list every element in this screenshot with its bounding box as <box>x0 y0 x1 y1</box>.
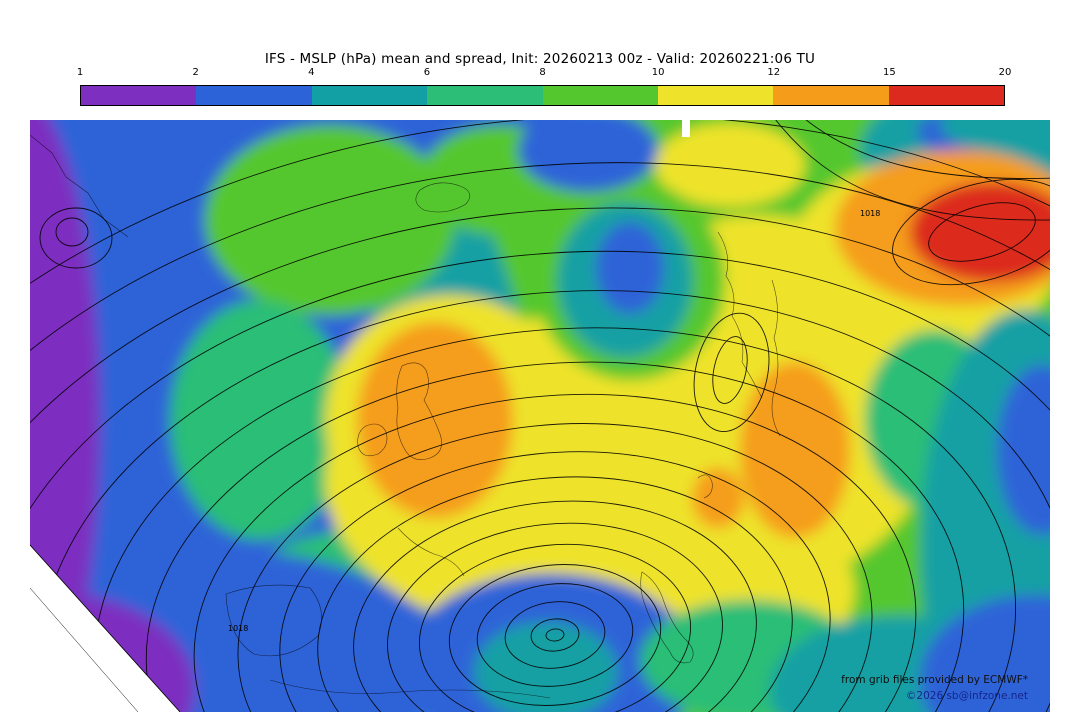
colorbar-tick-label: 12 <box>767 67 781 78</box>
spread-fill-region <box>30 120 75 304</box>
isobar-contour <box>30 250 1050 712</box>
colorbar-tick-label: 10 <box>651 67 665 78</box>
colorbar-tick-label: 15 <box>883 67 896 78</box>
spread-fill-region <box>357 322 513 518</box>
spread-fill-region <box>205 125 455 315</box>
isobar-contour <box>30 162 1050 712</box>
map-canvas: 1018 1018 <box>30 120 1050 712</box>
isobar-contour <box>448 564 662 706</box>
isobar-contour <box>805 120 1050 179</box>
coastline <box>415 182 471 213</box>
isobar-contour <box>55 217 89 247</box>
isobar-contour <box>418 543 692 712</box>
colorbar <box>80 85 1005 106</box>
isobar-contour <box>892 178 1050 286</box>
isobar-contour <box>545 628 565 642</box>
colorbar-tick-label: 1 <box>76 67 84 78</box>
isobar-contour <box>775 120 1050 221</box>
spread-fill-region <box>740 362 850 538</box>
isobar-contour <box>317 476 793 712</box>
isobar-contour <box>30 207 1050 712</box>
isobar-value-label: 1018 <box>228 624 248 633</box>
isobar-value-label: 1018 <box>860 209 880 218</box>
spread-fill-region <box>692 468 744 528</box>
isobar-contour <box>928 202 1036 262</box>
isobar-contour <box>279 451 831 712</box>
colorbar-ticks: 1 2 4 6 8 10 12 15 20 <box>76 67 1012 81</box>
isobar-contour <box>476 583 634 687</box>
colorbar-tick-label: 20 <box>998 67 1012 78</box>
coastline <box>396 362 442 460</box>
colorbar-segment-orange <box>773 86 889 105</box>
colorbar-segment-red <box>888 86 1004 105</box>
credit-copyright-text: ©2026 sb@infzone.net <box>905 690 1028 702</box>
spread-fill-region <box>170 300 350 540</box>
isobar-contour <box>693 312 770 432</box>
spread-fill-region <box>997 365 1050 535</box>
colorbar-segment-blue <box>196 86 312 105</box>
colorbar-tick-label: 6 <box>423 67 431 78</box>
projection-inner-line <box>30 587 139 712</box>
colorbar-segment-seagreen <box>427 86 543 105</box>
isobar-contour <box>237 423 873 712</box>
coastline <box>697 474 713 499</box>
spread-fill-region <box>910 182 1050 282</box>
coastline <box>225 584 322 657</box>
chart-title: IFS - MSLP (hPa) mean and spread, Init: … <box>264 51 816 67</box>
spread-fill-region <box>518 120 658 192</box>
isobar-labels: 1018 1018 <box>228 209 880 633</box>
coastline <box>717 231 763 399</box>
isobar-contour <box>39 207 113 269</box>
spread-fill-region <box>474 622 618 712</box>
colorbar-segment-purple <box>81 86 197 105</box>
colorbar-tick-label: 8 <box>539 67 546 78</box>
colorbar-segment-teal <box>311 86 428 105</box>
credit-source-text: from grib files provided by ECMWF* <box>841 674 1028 686</box>
isobar-contour <box>693 312 770 432</box>
map-area: 1018 1018 from grib files provided by EC… <box>30 120 1050 712</box>
isobar-contour <box>193 393 917 712</box>
coastline <box>397 527 465 577</box>
isobar-contour <box>30 120 1050 712</box>
top-edge-white-tick <box>682 120 690 137</box>
isobar-contour <box>387 522 723 712</box>
coastline <box>357 423 388 457</box>
colorbar-segment-yellow <box>657 86 774 105</box>
coastline <box>640 571 694 664</box>
colorbar-tick-label: 2 <box>192 67 199 78</box>
spread-fill-region <box>920 595 1050 712</box>
coastline <box>30 134 129 238</box>
spread-fill-region <box>655 123 805 207</box>
isobar-contour <box>530 618 580 652</box>
colorbar-tick-label: 4 <box>308 67 315 78</box>
colorbar-segment-green <box>542 86 658 105</box>
isobar-contour <box>504 601 606 669</box>
spread-fill-layer <box>30 120 1050 712</box>
projection-boundary-line <box>30 544 181 712</box>
projection-cutout <box>30 120 690 712</box>
coastline <box>771 279 781 437</box>
spread-fill-region <box>596 222 664 314</box>
coastline-layer <box>30 134 781 699</box>
spread-fill-region <box>940 120 1050 155</box>
coastline <box>269 679 551 699</box>
isobar-contour <box>353 500 757 712</box>
isobar-contour <box>892 178 1050 286</box>
isobar-contour <box>712 336 748 404</box>
